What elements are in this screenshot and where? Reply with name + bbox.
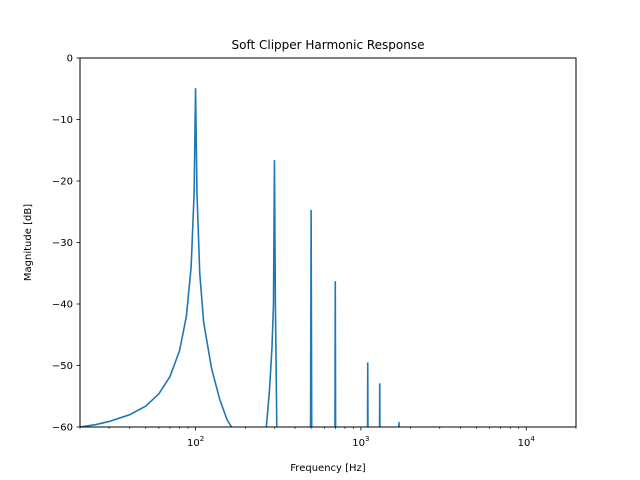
y-tick-label: −60 (52, 423, 73, 434)
x-axis: 102 103 104 (79, 427, 577, 449)
x-tick-label: 104 (518, 435, 536, 449)
chart-title: Soft Clipper Harmonic Response (231, 38, 424, 52)
y-tick-label: −30 (52, 238, 73, 249)
y-tick-label: −40 (52, 300, 73, 311)
x-tick-label: 102 (187, 435, 204, 449)
y-tick-label: −20 (52, 177, 73, 188)
y-tick-label: −50 (52, 361, 73, 372)
series-line-2 (309, 209, 313, 427)
plot-area (79, 57, 577, 428)
y-tick-label: 0 (67, 54, 73, 65)
series-line-3 (334, 281, 337, 427)
x-axis-label: Frequency [Hz] (290, 463, 366, 474)
y-axis: 0 −10 −20 −30 −40 −50 −60 (52, 54, 80, 434)
x-tick-label: 103 (352, 435, 369, 449)
series-line-1 (265, 159, 278, 427)
series-group (80, 87, 400, 427)
series-line-0 (80, 87, 233, 427)
y-axis-label: Magnitude [dB] (23, 204, 34, 281)
y-tick-label: −10 (52, 115, 73, 126)
